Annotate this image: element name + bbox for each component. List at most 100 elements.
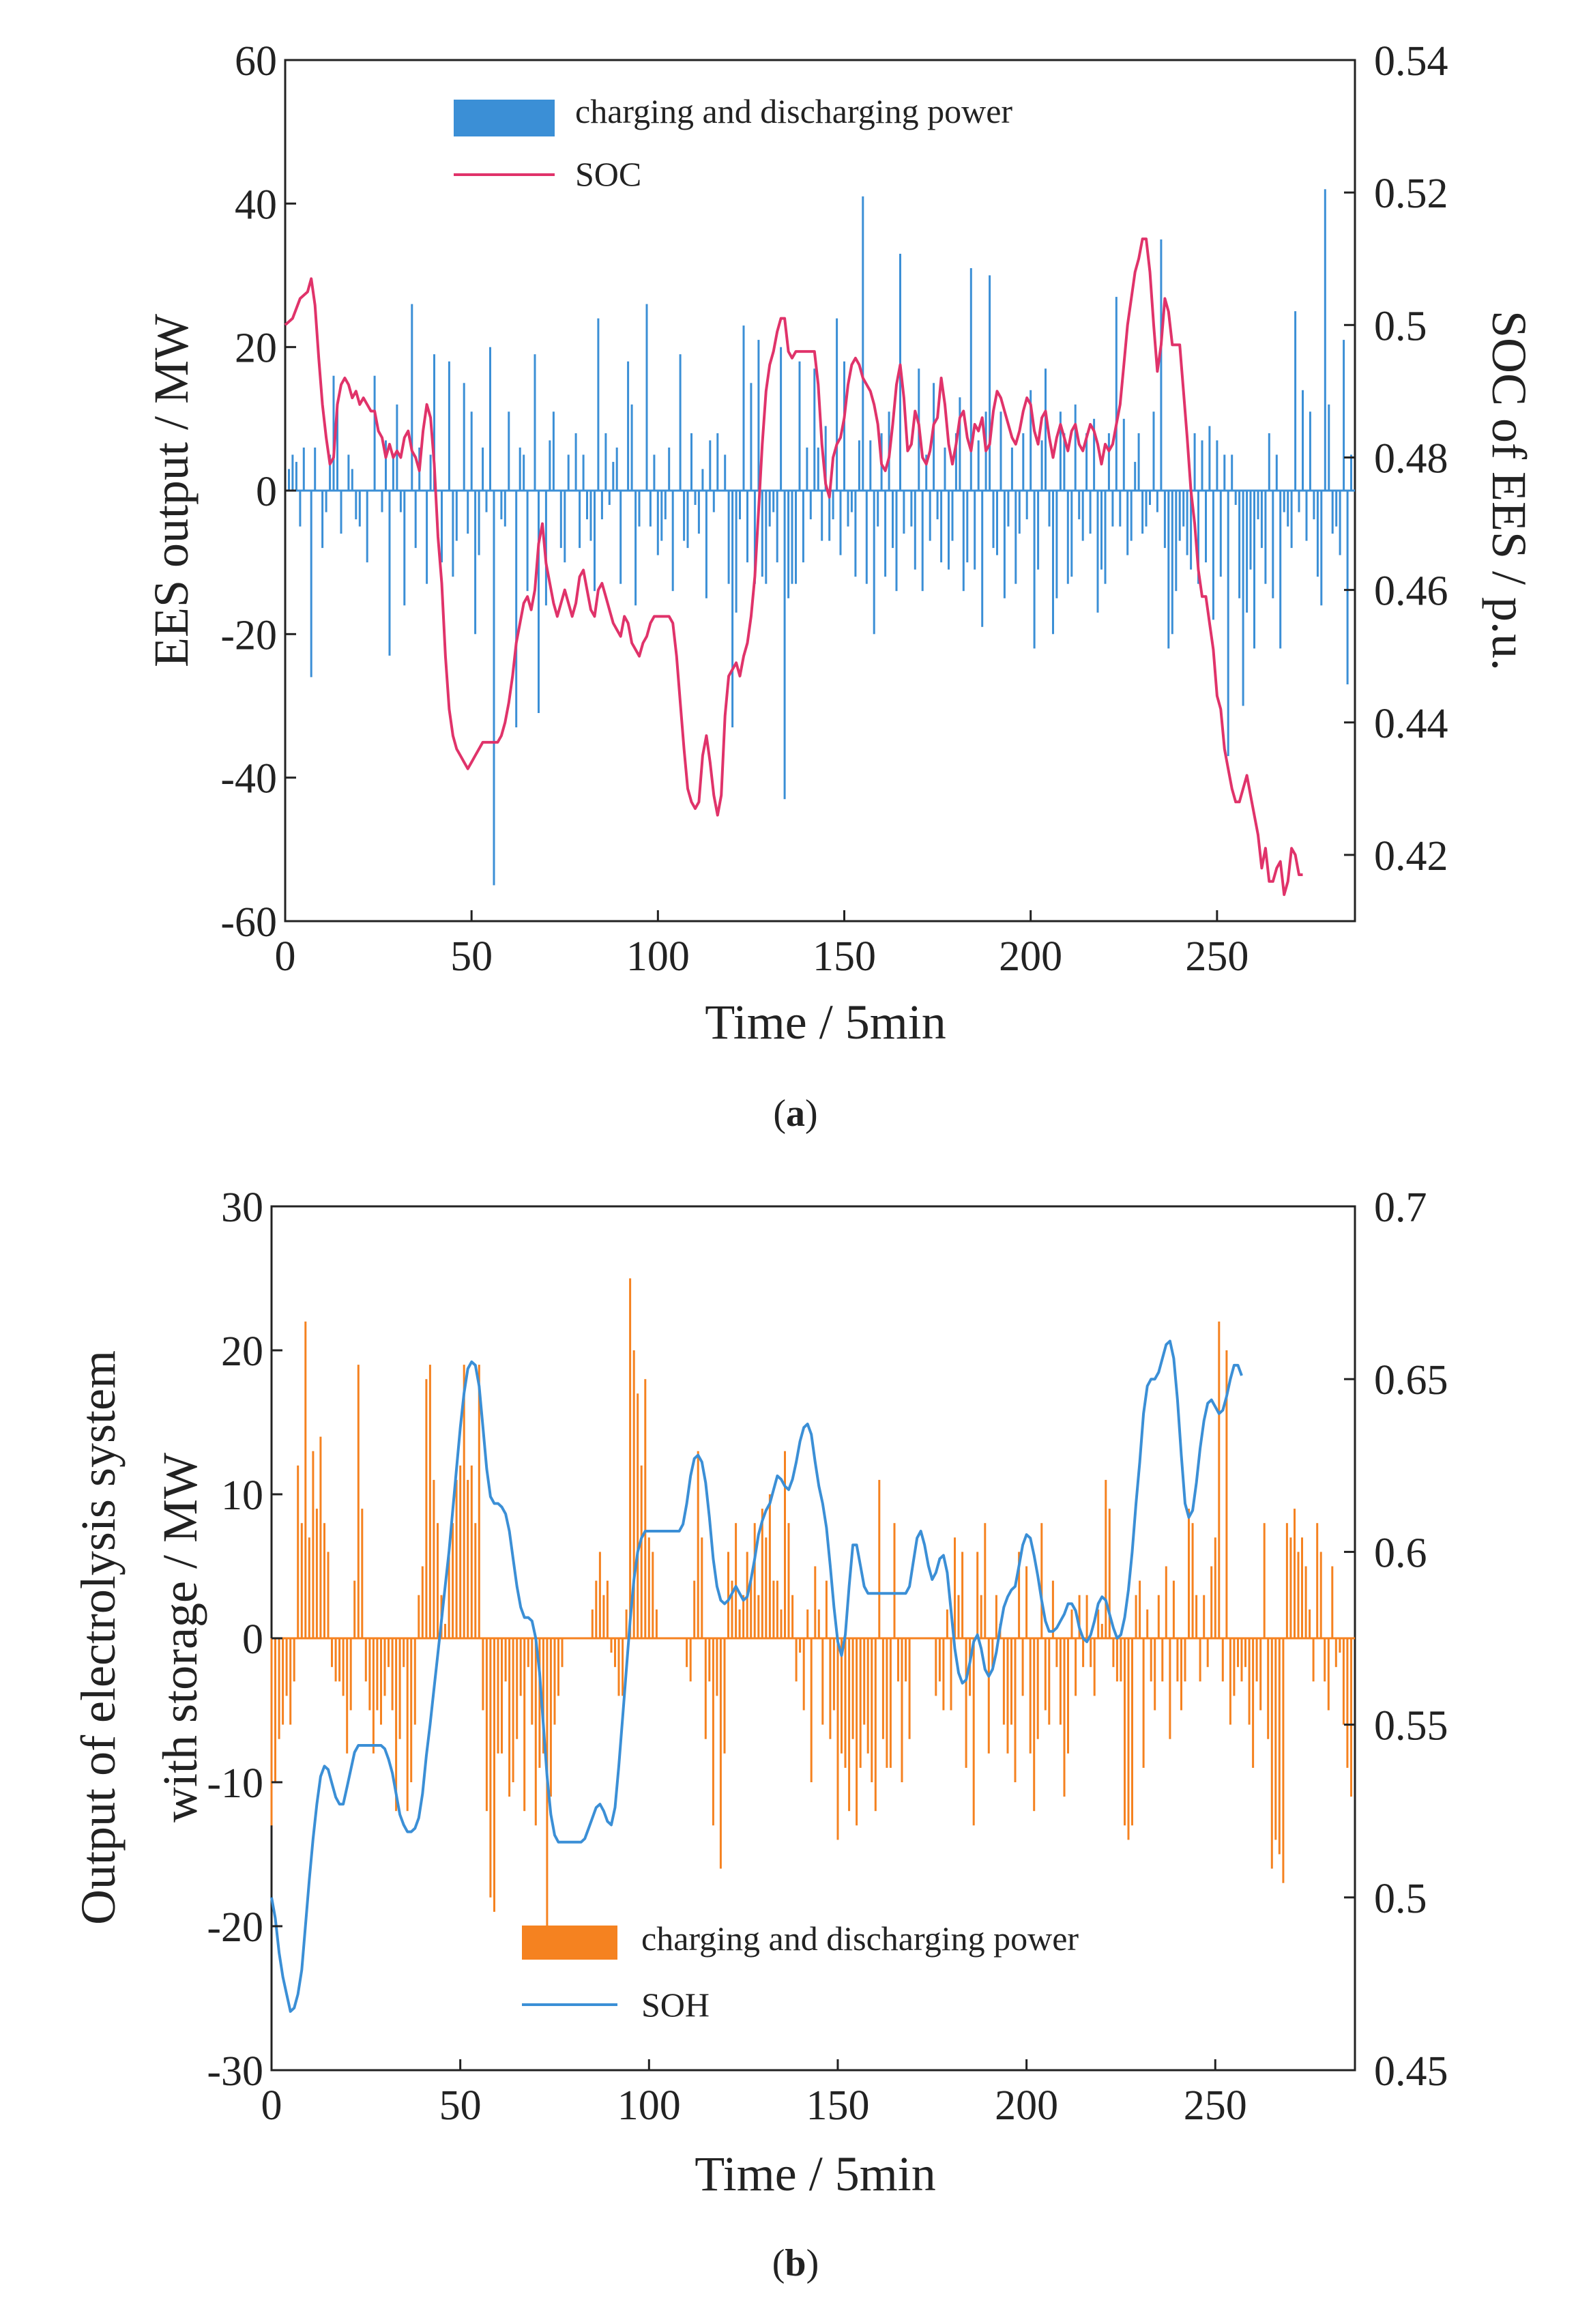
panel-a-bar-87 [686,491,689,549]
panel-a-bar-172 [1010,447,1013,491]
panel-a-bar-186 [1063,433,1066,491]
panel-a-bar-184 [1055,491,1058,598]
panel-a-bar-11 [336,404,338,491]
panel-b-bar-50 [459,1465,462,1638]
panel-a-legend-bar-swatch [454,100,555,136]
panel-b-bar-203 [1112,1638,1115,1668]
panel-b-bar-23 [357,1365,360,1638]
panel-a-bar-40 [478,491,480,555]
panel-b-caption: (b) [772,2242,819,2284]
panel-b-bar-48 [452,1523,454,1638]
panel-b-bar-211 [1142,1638,1145,1768]
panel-b-bar-254 [1304,1566,1307,1638]
panel-a-ytick-left-label--20: -20 [220,612,277,658]
panel-b-ylabel-left-line2: with storage / MW [153,1453,207,1822]
panel-b-bar-226 [1199,1638,1201,1682]
panel-a-bar-22 [392,454,394,491]
panel-b-bar-123 [787,1523,790,1638]
panel-a-bar-250 [1302,390,1304,491]
panel-b-bar-190 [1063,1638,1066,1797]
panel-b-bar-25 [364,1638,367,1682]
panel-b-bar-224 [1191,1523,1194,1638]
panel-b-bar-199 [1097,1609,1100,1638]
panel-b-bar-142 [859,1638,862,1768]
panel-a-bar-9 [329,454,332,491]
panel-a-bar-119 [809,491,812,520]
panel-b-bar-158 [942,1638,945,1711]
panel-b-bar-54 [474,1523,477,1638]
panel-b-bar-77 [561,1638,564,1668]
panel-b-ytick-left-label--20: -20 [207,1904,263,1951]
panel-b-bar-14 [323,1523,325,1638]
panel-a-bar-216 [1175,491,1178,592]
panel-a-bar-136 [873,491,875,635]
panel-b-bar-92 [644,1379,647,1638]
panel-b-bar-229 [1210,1566,1213,1638]
panel-b-bar-125 [795,1638,798,1682]
panel-b-bar-170 [987,1638,990,1754]
panel-a-bar-106 [761,491,763,577]
panel-a-bar-72 [619,491,622,584]
panel-b-bar-16 [331,1638,333,1668]
panel-a-bar-76 [638,491,641,527]
panel-b-bar-230 [1214,1537,1216,1638]
panel-a-bar-129 [847,491,849,527]
panel-b-caption-letter: b [785,2242,806,2284]
panel-a-bar-148 [921,491,924,592]
panel-a-caption-letter: a [786,1092,805,1135]
panel-b-bar-235 [1233,1638,1236,1696]
panel-a-bar-57 [559,491,562,549]
panel-b-bar-197 [1090,1638,1092,1668]
panel-b-bar-205 [1120,1638,1122,1682]
panel-a-bar-197 [1104,491,1107,584]
panel-b-bar-121 [780,1609,783,1638]
panel-b-bar-182 [1033,1638,1036,1812]
panel-a-bar-248 [1294,311,1297,491]
panel-a-bar-169 [999,411,1002,491]
panel-a-bar-135 [869,440,872,491]
panel-a-bar-71 [615,447,618,491]
panel-b-bar-67 [523,1638,526,1812]
panel-a-bar-62 [582,454,585,491]
panel-a-bar-85 [679,354,682,491]
panel-b-ytick-right-label-4: 0.5 [1374,1876,1427,1922]
panel-a-bar-1 [291,454,294,491]
panel-a-ytick-right-label-0: 0.54 [1374,38,1448,85]
panel-b-bar-240 [1252,1638,1255,1768]
panel-a-bar-70 [612,461,615,491]
panel-b-bar-184 [1040,1523,1043,1638]
panel-a-bar-192 [1085,433,1088,491]
panel-a-bar-15 [355,491,357,520]
panel-b-bar-247 [1278,1638,1281,1855]
panel-b-bar-246 [1274,1638,1277,1840]
panel-a-bar-81 [660,491,663,541]
panel-b-xtick-label-150: 150 [806,2082,869,2129]
panel-b-bar-242 [1259,1638,1262,1711]
panel-b-soh-line [270,1339,1243,2013]
panel-b-bar-151 [893,1523,896,1638]
panel-b-bar-15 [327,1552,330,1638]
panel-b-bar-231 [1218,1321,1221,1638]
panel-a-bar-94 [712,491,715,512]
panel-b-bar-236 [1237,1638,1239,1668]
panel-b-bar-93 [647,1537,650,1638]
panel-b-bar-252 [1297,1552,1300,1638]
panel-a-bar-102 [746,491,748,563]
panel-a-bar-151 [933,383,935,491]
panel-a-bar-112 [783,491,786,800]
panel-a-bar-7 [321,491,324,549]
panel-b-bar-22 [353,1580,356,1638]
panel-b-bar-0 [270,1638,273,1826]
panel-b-bar-108 [731,1580,733,1638]
panel-b-bar-116 [761,1509,763,1638]
panel-b-bar-146 [874,1638,877,1812]
panel-b-bar-192 [1070,1609,1073,1638]
panel-a-ylabel-right: SOC of EES / p.u. [1482,310,1536,671]
panel-b-bar-260 [1327,1638,1330,1711]
panel-b-bar-118 [768,1494,771,1638]
panel-a-ytick-right-label-1: 0.52 [1374,171,1448,217]
panel-a-bar-51 [526,491,529,592]
panel-a-bar-117 [802,491,804,563]
panel-a-caption: (a) [773,1092,817,1135]
panel-a-bar-110 [776,491,778,563]
